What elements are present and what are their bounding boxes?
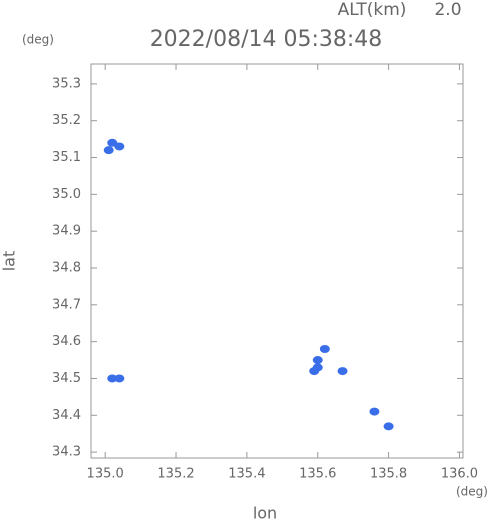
echo-point [309,367,320,376]
echo-point [103,146,114,155]
y-tick-label: 35.2 [52,113,81,128]
echo-point [107,138,118,147]
x-tick-label: 135.8 [370,467,407,482]
y-tick-label: 34.6 [52,334,81,349]
x-tick-label: 135.4 [228,467,265,482]
altitude-label: ALT(km) [338,0,407,20]
y-tick-label: 34.5 [52,371,81,386]
y-tick-label: 35.1 [52,150,81,165]
echo-point [383,422,394,431]
echo-point [312,356,323,365]
y-tick-label: 34.7 [52,297,81,312]
y-tick-label: 34.9 [52,224,81,239]
y-tick-label: 35.3 [52,76,81,91]
x-tick-label: 135.0 [87,467,124,482]
x-unit: (deg) [456,485,488,499]
x-tick-label: 135.6 [299,467,336,482]
y-unit: (deg) [22,33,54,47]
x-axis-label: lon [253,504,277,521]
echo-point [369,407,380,416]
echo-point [114,374,125,383]
echo-point [107,374,118,383]
x-tick-label: 136.0 [441,467,478,482]
echo-point [114,142,125,151]
altitude-value: 2.0 [434,0,461,20]
echo-point [319,345,330,354]
x-tick-label: 135.2 [157,467,194,482]
plot-frame [90,63,464,459]
chart-title: 2022/08/14 05:38:48 [150,27,383,52]
y-tick-label: 34.4 [52,408,81,423]
y-tick-label: 35.0 [52,187,81,202]
y-tick-label: 34.8 [52,260,81,275]
y-axis-label: lat [0,251,19,272]
y-tick-label: 34.3 [52,445,81,460]
echo-point [337,367,348,376]
